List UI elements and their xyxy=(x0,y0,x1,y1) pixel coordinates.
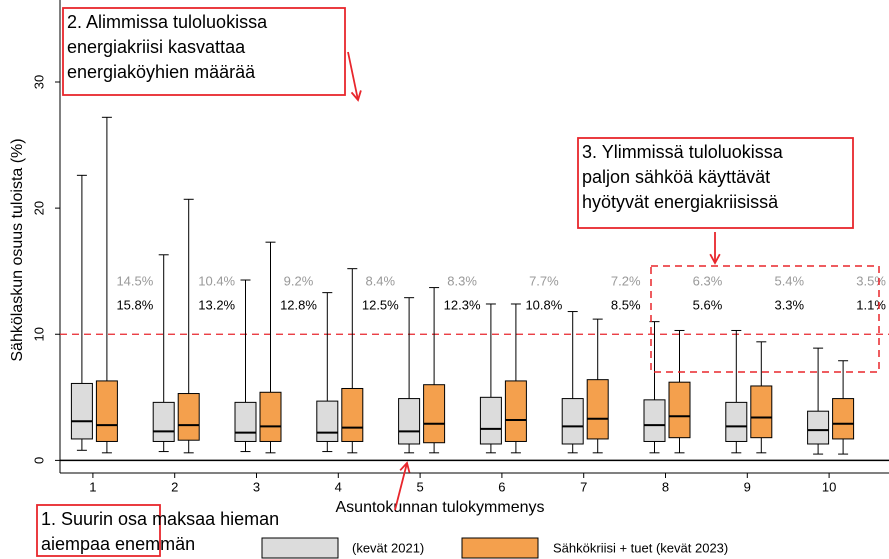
annotation-arrow xyxy=(394,462,408,511)
y-tick-label: 30 xyxy=(31,75,46,89)
y-axis-label: Sähkölaskun osuus tuloista (%) xyxy=(9,138,26,361)
box xyxy=(807,410,830,445)
x-tick-label: 10 xyxy=(822,479,836,494)
share-label: 3.5% xyxy=(856,273,886,288)
box xyxy=(234,401,257,442)
y-tick-label: 20 xyxy=(31,201,46,215)
y-tick-label: 0 xyxy=(31,457,46,464)
share-label: 8.5% xyxy=(611,297,641,312)
box xyxy=(259,391,282,442)
annotation-text: 1. Suurin osa maksaa hieman xyxy=(41,509,279,529)
x-tick-label: 3 xyxy=(253,479,260,494)
box xyxy=(750,385,773,439)
highlight-box xyxy=(650,265,880,373)
annotation-text: 3. Ylimmissä tuloluokissa xyxy=(582,142,784,162)
share-label: 5.4% xyxy=(774,273,804,288)
annotation-arrowhead xyxy=(350,90,362,102)
x-tick-label: 8 xyxy=(662,479,669,494)
annotation-arrowhead xyxy=(399,461,411,473)
box xyxy=(504,380,527,442)
annotation-box xyxy=(577,137,854,229)
share-label: 12.3% xyxy=(444,297,481,312)
share-label: 7.2% xyxy=(611,273,641,288)
share-label: 9.2% xyxy=(284,273,314,288)
box xyxy=(341,387,364,442)
share-label: 12.5% xyxy=(362,297,399,312)
annotation-text: aiempaa enemmän xyxy=(41,534,195,554)
share-label: 13.2% xyxy=(198,297,235,312)
annotation-text: energiakriisi kasvattaa xyxy=(67,37,246,57)
box xyxy=(832,398,855,440)
share-label: 14.5% xyxy=(116,273,153,288)
share-label: 12.8% xyxy=(280,297,317,312)
x-tick-label: 1 xyxy=(89,479,96,494)
box xyxy=(398,398,421,445)
x-tick-label: 9 xyxy=(744,479,751,494)
box xyxy=(479,396,502,445)
annotation-text: hyötyvät energiakriisissä xyxy=(582,192,779,212)
share-label: 8.3% xyxy=(447,273,477,288)
x-tick-label: 6 xyxy=(498,479,505,494)
share-label: 3.3% xyxy=(774,297,804,312)
box xyxy=(70,382,93,440)
share-label: 5.6% xyxy=(693,297,723,312)
box xyxy=(586,379,609,440)
box xyxy=(95,380,118,442)
annotation-arrow xyxy=(347,51,359,101)
box xyxy=(643,399,666,442)
share-label: 7.7% xyxy=(529,273,559,288)
box xyxy=(423,384,446,444)
annotation-text: 2. Alimmissa tuloluokissa xyxy=(67,12,268,32)
annotation-box xyxy=(36,504,161,557)
share-label: 15.8% xyxy=(116,297,153,312)
box xyxy=(561,398,584,445)
annotation-text: paljon sähköä käyttävät xyxy=(582,167,770,187)
annotation-arrowhead xyxy=(709,253,721,265)
x-tick-label: 4 xyxy=(335,479,342,494)
x-axis-label: Asuntokunnan tulokymmenys xyxy=(336,499,545,516)
x-tick-label: 7 xyxy=(580,479,587,494)
share-label: 8.4% xyxy=(365,273,395,288)
box xyxy=(177,393,200,441)
annotation-box xyxy=(62,7,346,96)
share-label: 6.3% xyxy=(693,273,723,288)
legend-swatch xyxy=(461,537,539,559)
legend-label: (kevät 2021) xyxy=(352,540,424,555)
legend-swatch xyxy=(261,537,339,559)
x-tick-label: 5 xyxy=(416,479,423,494)
share-label: 10.4% xyxy=(198,273,235,288)
legend-label: Sähkökriisi + tuet (kevät 2023) xyxy=(553,540,728,555)
annotation-text: energiaköyhien määrää xyxy=(67,62,256,82)
box xyxy=(316,400,339,442)
y-tick-label: 10 xyxy=(31,327,46,341)
box xyxy=(152,401,175,442)
box xyxy=(725,401,748,442)
share-label: 1.1% xyxy=(856,297,886,312)
share-label: 10.8% xyxy=(525,297,562,312)
box xyxy=(668,381,691,439)
x-tick-label: 2 xyxy=(171,479,178,494)
